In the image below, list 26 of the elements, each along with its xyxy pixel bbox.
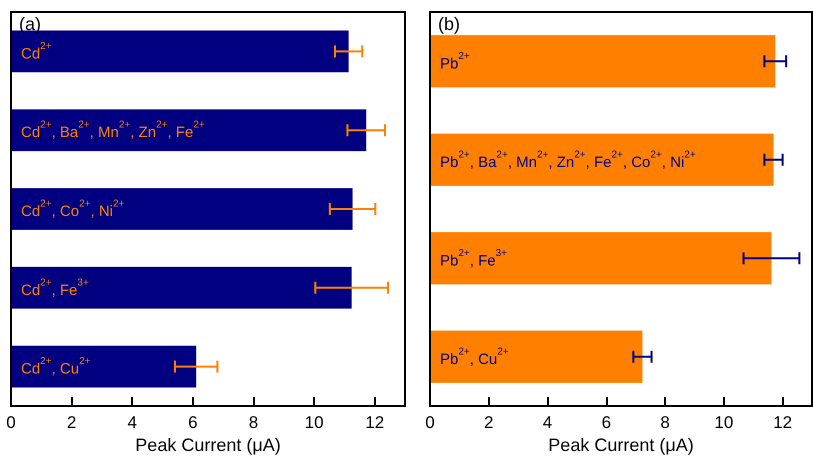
x-tick-label: 12 bbox=[773, 413, 792, 432]
bar bbox=[11, 188, 353, 230]
bar bbox=[11, 266, 352, 309]
bar bbox=[11, 109, 366, 152]
x-axis-title: Peak Current (μA) bbox=[135, 435, 281, 455]
x-tick-label: 12 bbox=[365, 413, 384, 432]
bar bbox=[430, 232, 772, 284]
x-tick-label: 8 bbox=[660, 413, 670, 432]
x-tick-label: 10 bbox=[304, 413, 324, 432]
x-tick-label: 2 bbox=[66, 413, 76, 432]
x-tick-label: 6 bbox=[188, 413, 198, 432]
x-tick-label: 10 bbox=[714, 413, 734, 432]
chart-title: (a) bbox=[19, 14, 41, 34]
x-tick-label: 8 bbox=[248, 413, 258, 432]
bar bbox=[430, 330, 642, 383]
x-tick-label: 2 bbox=[484, 413, 494, 432]
bar bbox=[430, 134, 774, 186]
x-axis-title: Peak Current (μA) bbox=[548, 435, 694, 455]
x-tick-label: 0 bbox=[6, 413, 16, 432]
bar bbox=[11, 346, 196, 388]
x-tick-label: 6 bbox=[602, 413, 612, 432]
chart-title: (b) bbox=[438, 14, 460, 34]
x-tick-label: 4 bbox=[542, 413, 552, 432]
x-tick-label: 4 bbox=[127, 413, 137, 432]
bar bbox=[430, 35, 776, 88]
x-tick-label: 0 bbox=[425, 413, 435, 432]
